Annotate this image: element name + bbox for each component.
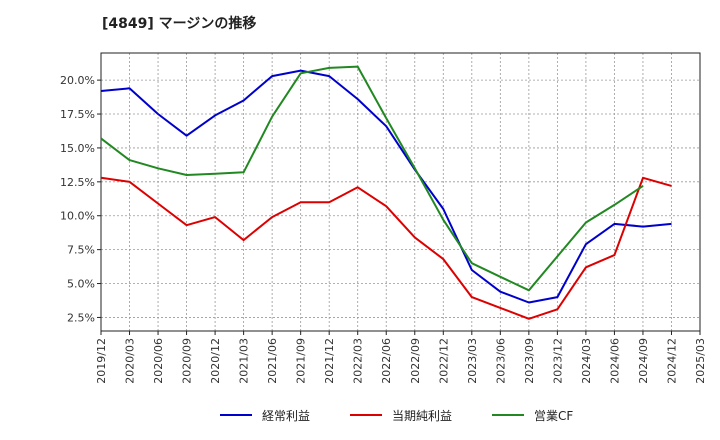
legend-label-1: 経常利益 [262,409,310,423]
y-tick-label: 7.5% [67,244,95,257]
x-tick-label: 2022/03 [352,338,365,384]
x-tick-label: 2024/09 [637,338,650,384]
x-tick-label: 2020/09 [181,338,194,384]
y-tick-label: 12.5% [60,176,95,189]
x-tick-label: 2022/09 [409,338,422,384]
x-axis: 2019/12 2020/03 2020/06 2020/09 2020/12 2021/… [95,331,707,384]
x-tick-label: 2021/12 [323,338,336,384]
x-tick-label: 2019/12 [95,338,108,384]
y-tick-label: 5.0% [67,278,95,291]
y-axis: 2.5% 5.0% 7.5% 10.0% 12.5% 15.0% 17.5% 20.0% [60,74,101,324]
series-line-2 [100,176,672,320]
x-tick-label: 2024/03 [580,338,593,384]
y-tick-label: 10.0% [60,210,95,223]
x-tick-label: 2024/06 [608,338,621,384]
x-tick-label: 2024/12 [665,338,678,384]
y-tick-label: 2.5% [67,311,95,324]
y-tick-label: 17.5% [60,108,95,121]
x-tick-label: 2023/06 [494,338,507,384]
legend: 経常利益 当期純利益 営業CF [220,409,573,423]
chart-title: [4849] マージンの推移 [102,15,256,32]
series-line-1 [100,69,672,304]
series-line-3 [100,65,644,292]
x-tick-label: 2021/06 [266,338,279,384]
x-tick-label: 2021/09 [295,338,308,384]
x-tick-label: 2023/03 [466,338,479,384]
y-tick-label: 15.0% [60,142,95,155]
x-tick-label: 2022/06 [380,338,393,384]
x-tick-label: 2023/12 [551,338,564,384]
x-tick-label: 2022/12 [437,338,450,384]
legend-label-3: 営業CF [534,409,573,423]
y-tick-label: 20.0% [60,74,95,87]
legend-label-2: 当期純利益 [392,409,452,423]
x-tick-label: 2025/03 [694,338,707,384]
x-tick-label: 2021/03 [238,338,251,384]
x-tick-label: 2020/06 [152,338,165,384]
x-tick-label: 2023/09 [523,338,536,384]
plot-frame [100,52,701,332]
grid [100,53,701,331]
x-tick-label: 2020/12 [209,338,222,384]
x-tick-label: 2020/03 [124,338,137,384]
series-lines [100,65,672,320]
